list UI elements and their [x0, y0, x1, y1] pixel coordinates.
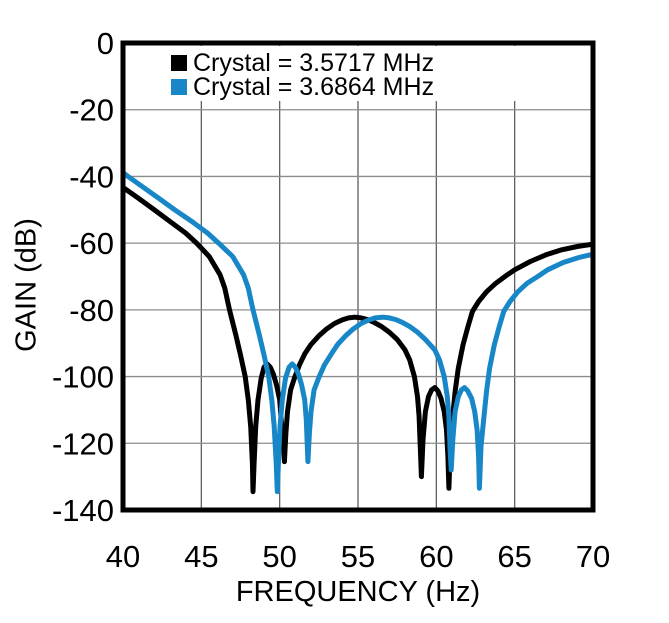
y-axis-title: GAIN (dB): [10, 218, 43, 352]
legend-label: Crystal = 3.6864 MHz: [193, 73, 435, 101]
plot-frame: [120, 40, 596, 513]
y-tick-label: -100: [52, 360, 114, 395]
legend-label: Crystal = 3.5717 MHz: [193, 49, 435, 77]
y-tick-label: 0: [97, 26, 114, 61]
y-tick-label: -80: [69, 293, 114, 328]
legend: Crystal = 3.5717 MHz Crystal = 3.6864 MH…: [171, 49, 435, 101]
grid: [123, 43, 593, 510]
x-tick-label: 45: [184, 539, 218, 574]
y-tick-label: -20: [69, 93, 114, 128]
legend-item-crystal-3-5717: Crystal = 3.5717 MHz: [171, 49, 435, 77]
x-tick-label: 50: [262, 539, 296, 574]
legend-backdrop: [126, 46, 590, 101]
x-axis-title: FREQUENCY (Hz): [235, 576, 481, 608]
frame-rect: [120, 40, 596, 513]
legend-swatch-blue: [171, 79, 187, 95]
curves: [120, 170, 596, 495]
x-tick-label: 55: [341, 539, 375, 574]
legend-item-crystal-3-6864: Crystal = 3.6864 MHz: [171, 73, 435, 101]
y-tick-label: -40: [69, 159, 114, 194]
x-tick-label: 70: [576, 539, 610, 574]
legend-backdrop-rect: [126, 46, 590, 101]
x-tick-label: 65: [497, 539, 531, 574]
x-tick-label: 40: [106, 539, 140, 574]
legend-swatch-black: [171, 55, 187, 71]
y-tick-label: -120: [52, 426, 114, 461]
y-tick-labels: 0 -20 -40 -60 -80 -100 -120 -140: [52, 26, 114, 528]
y-tick-label: -60: [69, 226, 114, 261]
series-line-1: [120, 170, 596, 495]
x-tick-labels: 40 45 50 55 60 65 70: [106, 539, 610, 574]
series-line-0: [120, 184, 596, 495]
x-tick-label: 60: [419, 539, 453, 574]
y-tick-label: -140: [52, 493, 114, 528]
